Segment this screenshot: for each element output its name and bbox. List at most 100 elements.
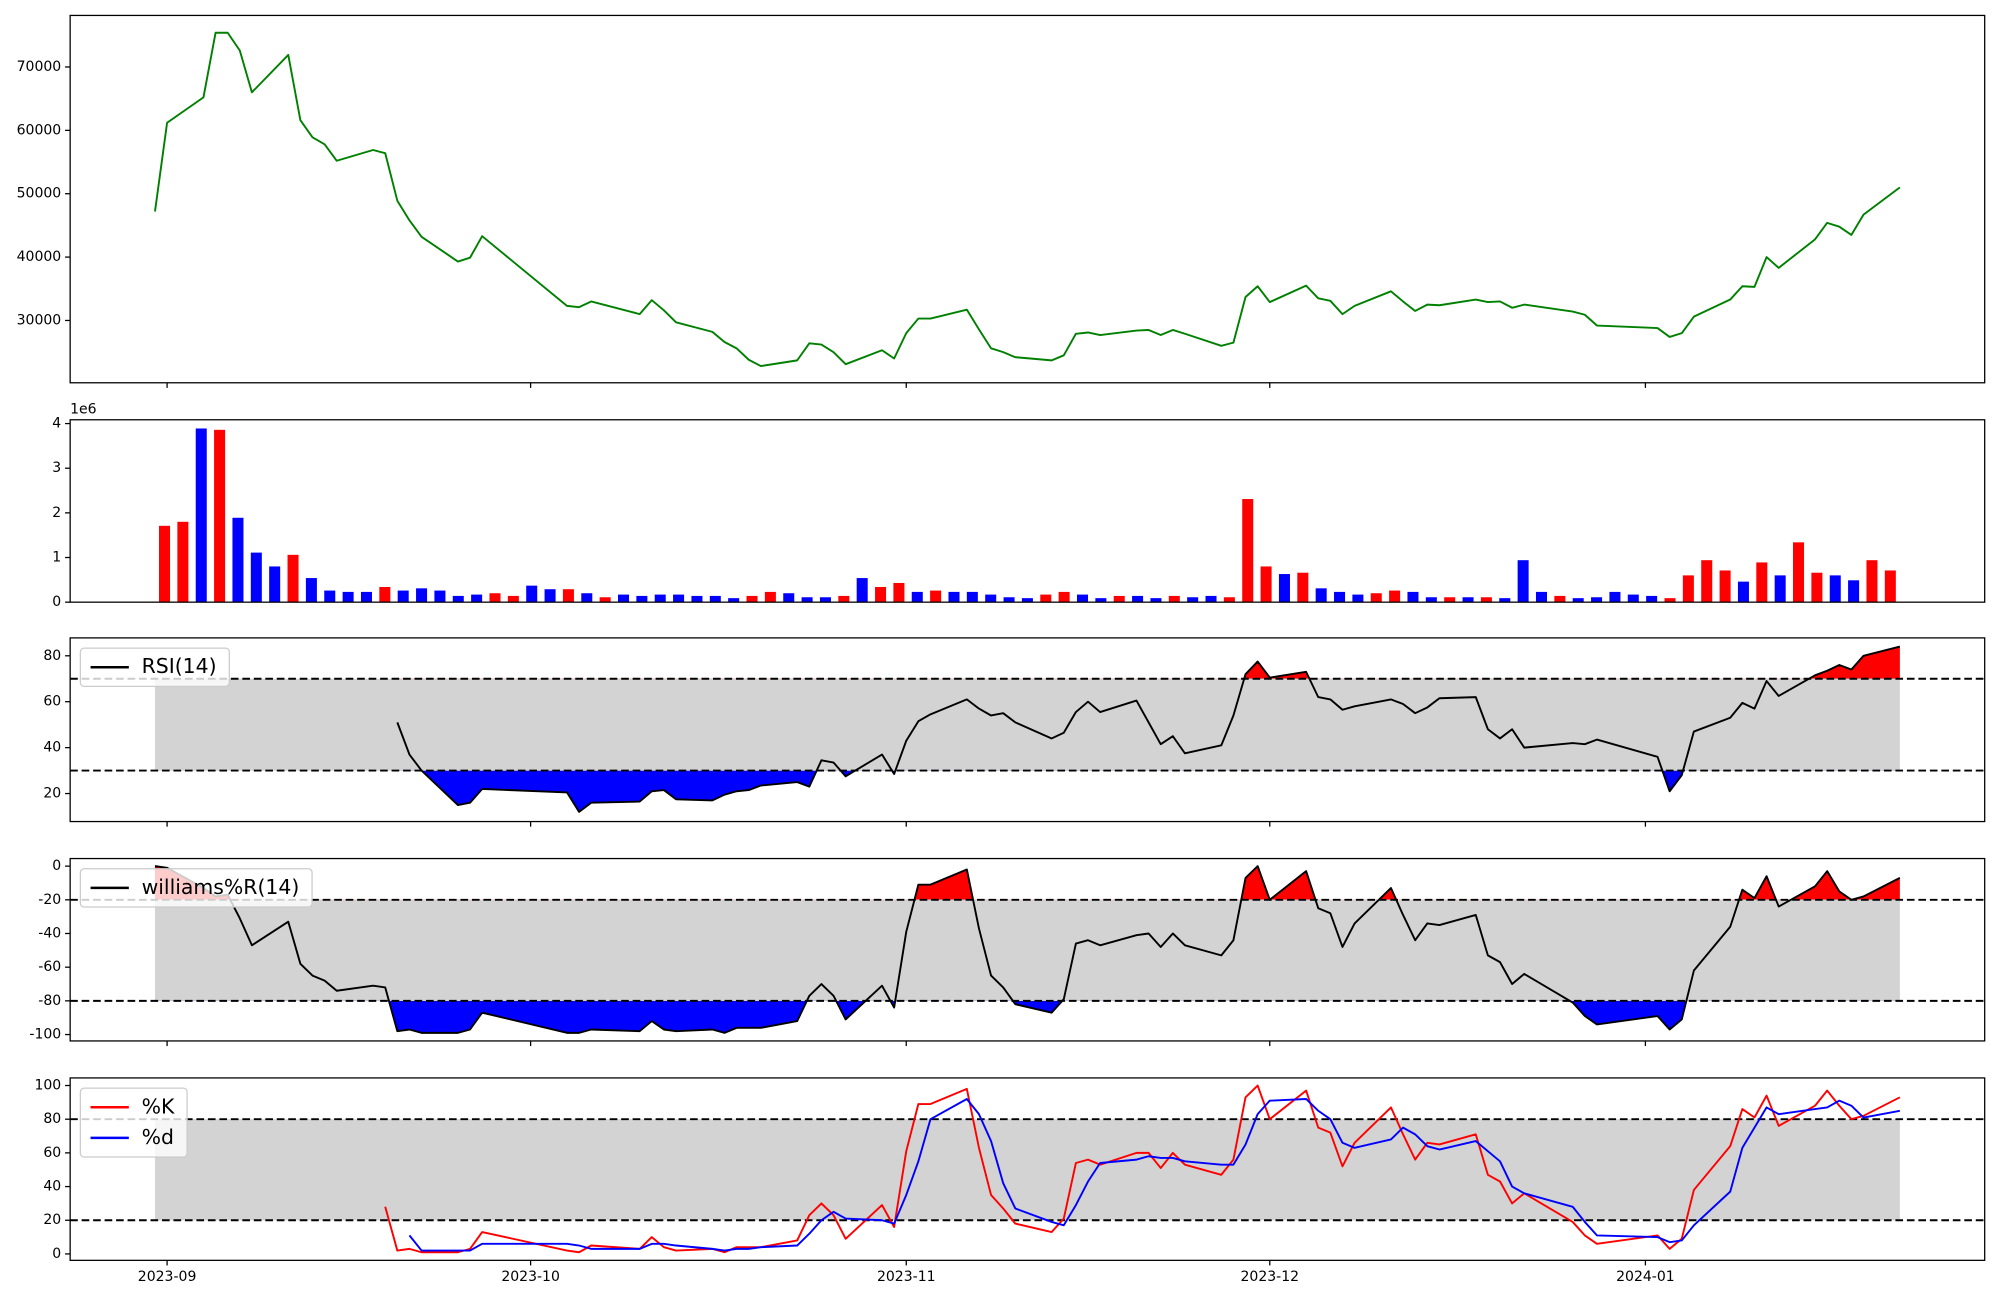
- y-tick-label: 20: [43, 786, 61, 802]
- y-tick-label: 30000: [17, 312, 62, 328]
- y-tick-label: 0: [52, 858, 61, 874]
- volume-bar: [599, 597, 611, 603]
- x-tick-label: 2023-09: [138, 1269, 197, 1285]
- legend-box: [79, 1087, 188, 1158]
- price-line: [154, 31, 1901, 368]
- y-tick-label: 50000: [17, 186, 62, 202]
- volume-bar: [1444, 597, 1456, 603]
- volume-bar: [1168, 595, 1180, 603]
- legend-label: %K: [142, 1094, 175, 1118]
- volume-bar: [618, 594, 630, 603]
- neutral-band: [154, 678, 1900, 771]
- y-tick-label: 40000: [17, 249, 62, 265]
- volume-bar: [1370, 593, 1382, 603]
- volume-bar: [250, 552, 262, 603]
- volume-bar: [1113, 595, 1125, 603]
- y-tick-label: 70000: [17, 59, 62, 75]
- volume-bar: [1058, 591, 1070, 603]
- y-tick-label: -20: [38, 892, 61, 908]
- volume-bar: [562, 589, 574, 603]
- volume-bar: [1884, 570, 1896, 603]
- legend-label: RSI(14): [142, 654, 217, 678]
- volume-bar: [287, 554, 299, 603]
- y-tick-label: 40: [43, 740, 61, 756]
- volume-bar: [1517, 560, 1529, 603]
- volume-bar: [1682, 575, 1694, 603]
- volume-bar: [526, 585, 538, 603]
- y-tick-label: 60000: [17, 122, 62, 138]
- indicator-line: [384, 1084, 1901, 1254]
- volume-bar: [507, 595, 519, 603]
- volume-bar: [232, 517, 244, 603]
- legend-box: [79, 868, 313, 908]
- volume-bar: [379, 586, 391, 603]
- volume-bar: [801, 597, 813, 603]
- volume-bar: [1407, 591, 1419, 603]
- legend-label: williams%R(14): [142, 875, 300, 899]
- volume-bar: [1499, 598, 1511, 603]
- volume-bar: [709, 595, 721, 603]
- x-tick-label: 2023-12: [1240, 1269, 1299, 1285]
- volume-bar: [654, 594, 666, 603]
- volume-bar: [1352, 594, 1364, 603]
- volume-bar: [1572, 598, 1584, 603]
- volume-bar: [1315, 588, 1327, 603]
- indicator-line: [154, 865, 1901, 1034]
- volume-bar: [673, 594, 685, 603]
- volume-bar: [177, 521, 189, 603]
- volume-bar: [1554, 595, 1566, 603]
- volume-bar: [636, 595, 648, 603]
- x-tick-label: 2023-11: [877, 1269, 936, 1285]
- x-tick-label: 2024-01: [1616, 1269, 1675, 1285]
- volume-bar: [1627, 594, 1639, 603]
- volume-bar: [1389, 590, 1401, 603]
- volume-bar: [1205, 595, 1217, 603]
- volume-bar: [471, 594, 483, 603]
- volume-bar: [1095, 598, 1107, 603]
- y-tick-label: -40: [38, 925, 61, 941]
- volume-bar: [434, 590, 446, 603]
- y-tick-label: 80: [43, 1111, 61, 1127]
- axes-frame: [69, 1077, 1986, 1261]
- volume-bar: [581, 593, 593, 603]
- volume-bar: [1535, 591, 1548, 603]
- axes-frame: [69, 14, 1986, 384]
- volume-bar: [1003, 597, 1015, 603]
- y-tick-label: 40: [43, 1179, 61, 1195]
- oversold-fill: [397, 770, 1900, 812]
- indicator-line: [408, 1098, 1901, 1252]
- volume-bar: [1132, 595, 1144, 603]
- volume-bar: [1646, 595, 1658, 603]
- y-tick-label: 100: [34, 1078, 61, 1094]
- indicator-line: [396, 645, 1901, 813]
- volume-bar: [1223, 597, 1235, 603]
- volume-bar: [1425, 597, 1437, 603]
- legend-box: [79, 647, 230, 687]
- volume-bar: [1187, 597, 1199, 603]
- volume-bar: [489, 593, 501, 603]
- volume-bar: [1756, 562, 1768, 603]
- y-tick-label: 20: [43, 1212, 61, 1228]
- volume-bar: [1848, 580, 1860, 603]
- volume-bar: [1811, 572, 1823, 603]
- neutral-band: [154, 899, 1900, 1001]
- y-tick-label: -60: [38, 959, 61, 975]
- volume-bar: [214, 429, 226, 603]
- axes-frame: [69, 419, 1986, 603]
- axes-frame: [69, 857, 1986, 1042]
- volume-bar: [1609, 591, 1621, 603]
- volume-bar: [856, 578, 868, 603]
- volume-bar: [159, 525, 171, 603]
- volume-bar: [397, 590, 409, 603]
- volume-bar: [746, 595, 758, 603]
- y-tick-label: 80: [43, 648, 61, 664]
- volume-bar: [1150, 598, 1162, 603]
- y-tick-label: 60: [43, 1145, 61, 1161]
- volume-bar: [1701, 560, 1713, 603]
- volume-bar: [342, 591, 354, 603]
- volume-bar: [930, 590, 942, 603]
- volume-bar: [1076, 594, 1089, 603]
- volume-bar: [195, 428, 207, 603]
